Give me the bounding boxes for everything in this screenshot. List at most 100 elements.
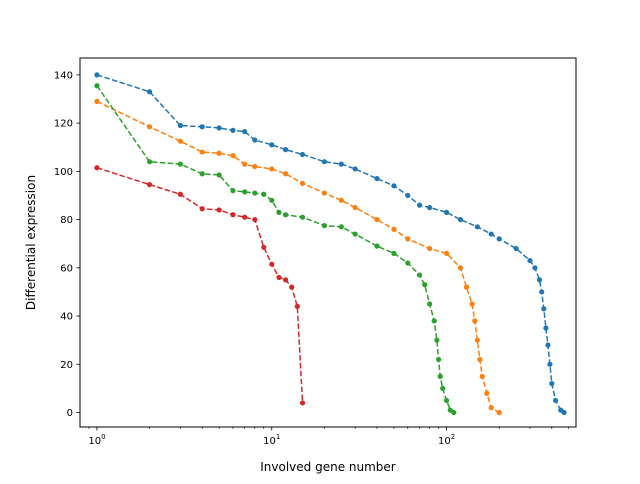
series-3-point [431,318,437,324]
series-3-point [352,231,358,237]
series-3-point [321,223,327,229]
series-3-point [434,337,440,343]
series-3-point [422,282,428,288]
series-3-point [94,83,100,89]
series-1-point [545,342,551,348]
series-3-point [435,356,442,363]
series-4-point [289,284,295,290]
series-1-point [539,289,545,295]
series-2-point [469,301,475,307]
series-4-point [216,207,222,213]
series-1-point [405,192,411,199]
series-2-point [242,161,248,167]
series-1-point [527,257,533,264]
series-1-point [488,231,494,237]
y-axis-label: Differential expression [24,175,38,310]
series-2-point [496,409,502,416]
series-1-point [338,161,344,167]
series-2-point [479,373,485,379]
series-1-point [496,236,502,242]
series-2-point [474,337,480,343]
y-axis: 0 20 40 60 80 100 120 140 [54,70,80,419]
y-tick-label: 0 [67,408,73,419]
series-3-point [427,301,433,307]
y-tick-label: 60 [60,263,73,274]
series-2-point [488,405,494,411]
series-2-point [338,197,344,203]
series-1-point [513,245,519,252]
series-1-point [269,142,275,148]
x-tick-label: 101 [263,433,280,447]
series-3-point [405,260,411,266]
series-1-point [547,361,553,367]
series-3-point [338,224,344,230]
series-2-point [443,250,450,256]
series-1-point [252,137,258,143]
series-3-point [242,189,248,195]
series-3-point [443,397,450,404]
series-2-point [391,226,397,232]
series-1-point [561,409,567,416]
series-4 [94,165,306,406]
series-4-point [299,400,306,406]
series-1-point [94,72,100,78]
series-1-point [230,127,236,133]
series-3-point [261,191,267,197]
series-2-point [269,166,275,172]
series-4-point [252,216,258,223]
series-3-point [269,197,275,203]
series-4-point [276,274,282,281]
series-3-point [177,161,183,167]
series-3-point [440,385,446,392]
series-4-point [294,303,300,310]
series-3-point [252,190,258,196]
series-3-point [146,159,153,165]
series-3-point [374,243,380,249]
series-1-point [299,151,306,158]
series-3-point [276,209,282,215]
y-tick-label: 80 [60,215,73,226]
series-1-point [549,380,555,387]
plot-frame [79,57,577,428]
series-3 [94,83,457,416]
series-4-point [199,206,205,212]
y-tick-label: 20 [60,360,73,371]
series-2-point [177,138,183,144]
series-1-point [443,209,450,215]
series-1-point [146,89,153,95]
series-3-point [299,214,306,220]
series-4-point [230,212,236,218]
series-2-point [374,216,380,223]
y-tick-label: 120 [54,119,73,130]
series-1-point [536,277,543,283]
series-2-line [96,100,500,414]
series-2-point [484,390,490,396]
series-4-point [269,261,275,267]
series-1-point [552,397,559,404]
series-1-point [321,159,327,165]
series-3-point [451,409,457,416]
series-3-point [416,272,423,278]
series-2-point [427,245,433,252]
series-1-point [352,166,358,172]
series-1-point [416,202,423,208]
series-2-point [352,204,358,211]
series-1-point [177,122,183,129]
series-4-point [146,182,153,188]
series-2-point [405,236,411,242]
x-tick-label: 100 [88,433,105,447]
series-2-point [283,171,289,177]
series-2-point [216,150,222,156]
series-1-point [242,128,248,135]
series-2-point [472,318,478,324]
series-3-point [437,373,443,379]
series-3-point [230,188,236,194]
series-2-point [477,356,483,363]
series-2-point [321,190,327,196]
series-1-point [427,204,433,211]
series-1 [94,72,567,416]
y-tick-label: 40 [60,312,73,323]
